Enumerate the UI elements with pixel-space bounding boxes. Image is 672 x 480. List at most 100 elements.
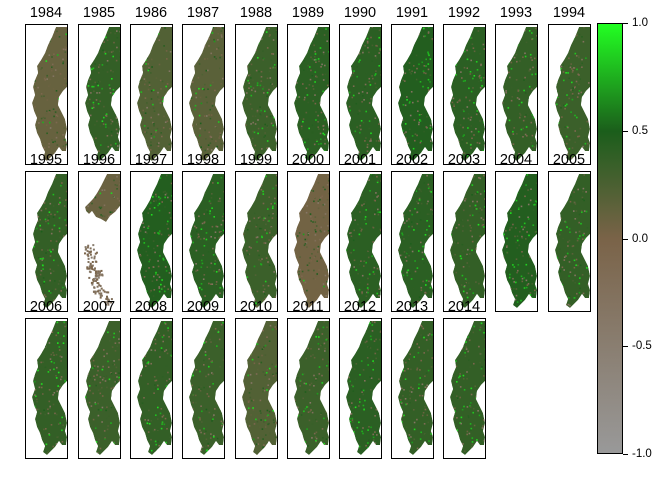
map-frame (235, 318, 278, 459)
land-area (450, 321, 485, 455)
peninsula-map (137, 27, 172, 161)
map-panel-1996: 1996 (78, 152, 121, 312)
land-area (242, 174, 277, 308)
peninsula-map (32, 27, 67, 161)
map-frame (443, 171, 486, 312)
map-panel-2004: 2004 (495, 152, 538, 312)
colorbar-tick-label: -0.5 (632, 340, 652, 352)
panel-year-label: 1994 (552, 5, 586, 21)
map-frame (235, 171, 278, 312)
map-frame (25, 318, 68, 459)
peninsula-map (242, 27, 277, 161)
panel-year-label: 2012 (343, 299, 377, 315)
map-frame (443, 318, 486, 459)
map-panel-2007: 2007 (78, 299, 121, 459)
colorbar-tick-label: 1.0 (632, 17, 648, 29)
map-frame (182, 24, 225, 165)
map-frame (130, 171, 173, 312)
panel-year-label: 1993 (499, 5, 533, 21)
map-frame (130, 318, 173, 459)
map-panel-2009: 2009 (182, 299, 225, 459)
map-frame (25, 24, 68, 165)
map-panel-2013: 2013 (391, 299, 434, 459)
map-panel-2011: 2011 (287, 299, 330, 459)
panel-year-label: 1988 (239, 5, 273, 21)
map-frame (25, 171, 68, 312)
map-frame (287, 318, 330, 459)
colorbar-tick (623, 131, 628, 132)
panel-year-label: 2002 (395, 152, 429, 168)
land-area (502, 174, 537, 308)
map-panel-2008: 2008 (130, 299, 173, 459)
map-frame (287, 24, 330, 165)
map-frame (443, 24, 486, 165)
panel-year-label: 2010 (239, 299, 273, 315)
colorbar-tick-label: -1.0 (632, 448, 652, 460)
peninsula-map (32, 321, 67, 455)
panel-year-label: 1991 (395, 5, 429, 21)
map-frame (287, 171, 330, 312)
panel-year-label: 1992 (447, 5, 481, 21)
map-panel-2003: 2003 (443, 152, 486, 312)
land-area (294, 174, 329, 308)
colorbar-tick (623, 239, 628, 240)
land-area (398, 174, 433, 308)
map-frame (182, 318, 225, 459)
land-area (450, 27, 485, 161)
map-panel-2014: 2014 (443, 299, 486, 459)
map-frame (391, 24, 434, 165)
peninsula-map (450, 27, 485, 161)
land-area (32, 27, 67, 161)
map-panel-1989: 1989 (287, 5, 330, 165)
land-area (294, 27, 329, 161)
panel-year-label: 2011 (292, 299, 324, 315)
map-panel-1990: 1990 (339, 5, 382, 165)
peninsula-map (398, 27, 433, 161)
map-panel-2012: 2012 (339, 299, 382, 459)
panel-year-label: 2006 (29, 299, 63, 315)
peninsula-map (555, 174, 590, 308)
panel-year-label: 2007 (82, 299, 116, 315)
map-panel-1999: 1999 (235, 152, 278, 312)
peninsula-map (346, 174, 381, 308)
map-panel-2002: 2002 (391, 152, 434, 312)
map-panel-2005: 2005 (548, 152, 591, 312)
land-area (346, 174, 381, 308)
map-panel-1991: 1991 (391, 5, 434, 165)
map-frame (130, 24, 173, 165)
peninsula-map (242, 174, 277, 308)
peninsula-map (32, 174, 67, 308)
land-area (137, 321, 172, 455)
peninsula-map (137, 321, 172, 455)
land-area (189, 321, 224, 455)
map-panel-2010: 2010 (235, 299, 278, 459)
land-area (85, 174, 120, 222)
panel-year-label: 1986 (134, 5, 168, 21)
land-area (137, 174, 172, 308)
panel-year-label: 1997 (134, 152, 168, 168)
panel-year-label: 1999 (239, 152, 273, 168)
land-area (189, 27, 224, 161)
map-frame (182, 171, 225, 312)
land-area (294, 321, 329, 455)
peninsula-map (242, 321, 277, 455)
map-panel-1985: 1985 (78, 5, 121, 165)
map-panel-1984: 1984 (25, 5, 68, 165)
land-area (242, 321, 277, 455)
map-panel-1987: 1987 (182, 5, 225, 165)
map-panel-1997: 1997 (130, 152, 173, 312)
ndvi-colorbar (597, 23, 623, 454)
panel-year-label: 1998 (186, 152, 220, 168)
peninsula-map (450, 174, 485, 308)
panel-year-label: 2009 (186, 299, 220, 315)
map-frame (391, 171, 434, 312)
peninsula-map (450, 321, 485, 455)
map-frame (495, 171, 538, 312)
peninsula-map (502, 27, 537, 161)
map-frame (495, 24, 538, 165)
land-area (502, 27, 537, 161)
peninsula-map (502, 174, 537, 308)
land-area (189, 174, 224, 308)
panel-year-label: 2001 (343, 152, 377, 168)
map-frame (548, 171, 591, 312)
